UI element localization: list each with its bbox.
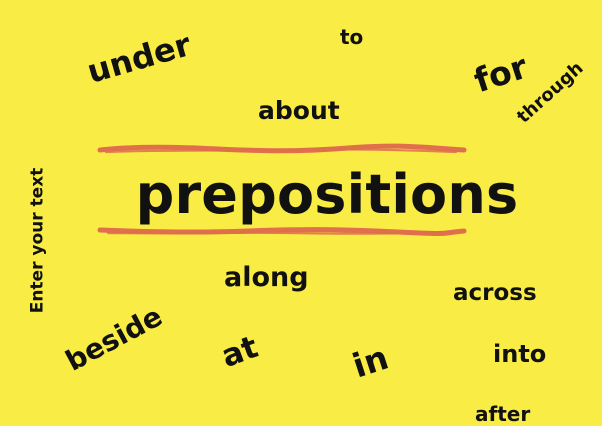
highlight-stroke-top [97, 143, 467, 154]
word-along: along [224, 262, 309, 293]
word-after: after [475, 402, 531, 426]
word-enter-your-text: Enter your text [27, 167, 48, 314]
word-for: for [469, 46, 533, 101]
title-prepositions: prepositions [135, 163, 519, 226]
word-into: into [493, 340, 547, 368]
highlight-stroke-bottom [97, 227, 467, 237]
word-at: at [216, 329, 263, 376]
word-under: under [82, 25, 196, 91]
word-beside: beside [60, 299, 168, 378]
word-to: to [340, 25, 364, 49]
word-across: across [453, 280, 537, 306]
word-about: about [258, 96, 340, 125]
word-in: in [347, 337, 393, 386]
